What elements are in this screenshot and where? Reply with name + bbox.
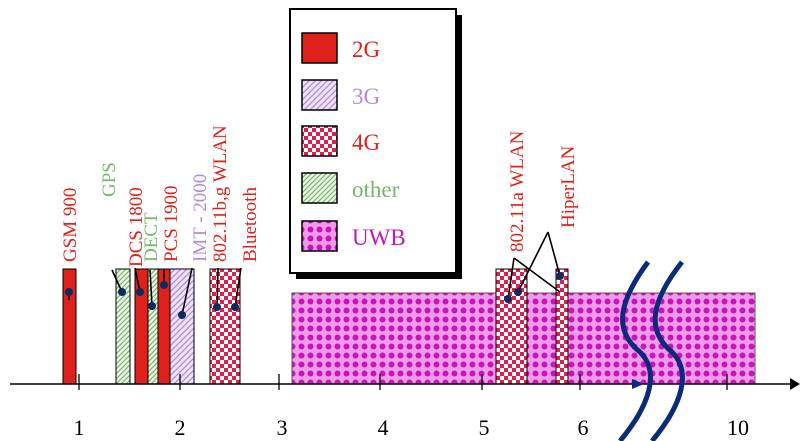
axis-break-line-2 bbox=[650, 260, 685, 441]
tick-label: 6 bbox=[578, 415, 589, 440]
legend: 2G 3G 4G other UWB bbox=[289, 8, 462, 279]
band-gsm900 bbox=[62, 268, 77, 385]
band-gps bbox=[115, 268, 131, 385]
legend-label-3g: 3G bbox=[352, 84, 380, 109]
label-hiperlan: HiperLAN bbox=[558, 145, 579, 228]
label-gps: GPS bbox=[99, 162, 120, 197]
legend-swatch-uwb bbox=[301, 220, 338, 252]
tick-label: 4 bbox=[378, 415, 389, 440]
legend-label-2g: 2G bbox=[352, 37, 380, 62]
axis-tick-marks bbox=[78, 374, 728, 390]
label-pcs1900: PCS 1900 bbox=[161, 185, 182, 262]
tick-label: 2 bbox=[175, 415, 186, 440]
band-80211a bbox=[495, 268, 528, 385]
tick-label: 10 bbox=[727, 415, 749, 440]
band-imt2000 bbox=[169, 268, 195, 385]
legend-label-4g: 4G bbox=[352, 130, 380, 155]
band-hiperlan bbox=[555, 268, 569, 385]
label-dect: DECT bbox=[141, 212, 162, 262]
axis-break-line-1 bbox=[618, 260, 653, 441]
x-axis-arrow bbox=[790, 378, 800, 390]
axis-tick-labels: 1 2 3 4 5 6 10 bbox=[74, 415, 750, 440]
legend-label-uwb: UWB bbox=[352, 225, 406, 250]
label-bluetooth: Bluetooth bbox=[240, 187, 261, 262]
label-gsm900: GSM 900 bbox=[60, 188, 81, 262]
band-dots bbox=[65, 272, 564, 319]
x-axis-inner-arrow bbox=[632, 379, 644, 389]
legend-swatch-3g bbox=[301, 79, 338, 111]
legend-swatch-4g bbox=[301, 125, 338, 157]
legend-swatch-other bbox=[301, 172, 338, 204]
leader-lines bbox=[68, 231, 561, 316]
tick-label: 3 bbox=[277, 415, 288, 440]
label-80211a: 802.11a WLAN bbox=[507, 130, 528, 252]
tick-label: 1 bbox=[74, 415, 85, 440]
legend-swatch-2g bbox=[301, 32, 338, 64]
band-dcs1800 bbox=[134, 268, 149, 385]
label-80211bg: 802.11b,g WLAN bbox=[210, 125, 231, 262]
label-dcs1800: DCS 1800 bbox=[126, 187, 147, 267]
band-80211bg bbox=[209, 268, 241, 385]
label-imt2000: IMT - 2000 bbox=[190, 174, 211, 262]
legend-label-other: other bbox=[352, 177, 400, 202]
tick-label: 5 bbox=[479, 415, 490, 440]
band-dect bbox=[147, 268, 159, 385]
